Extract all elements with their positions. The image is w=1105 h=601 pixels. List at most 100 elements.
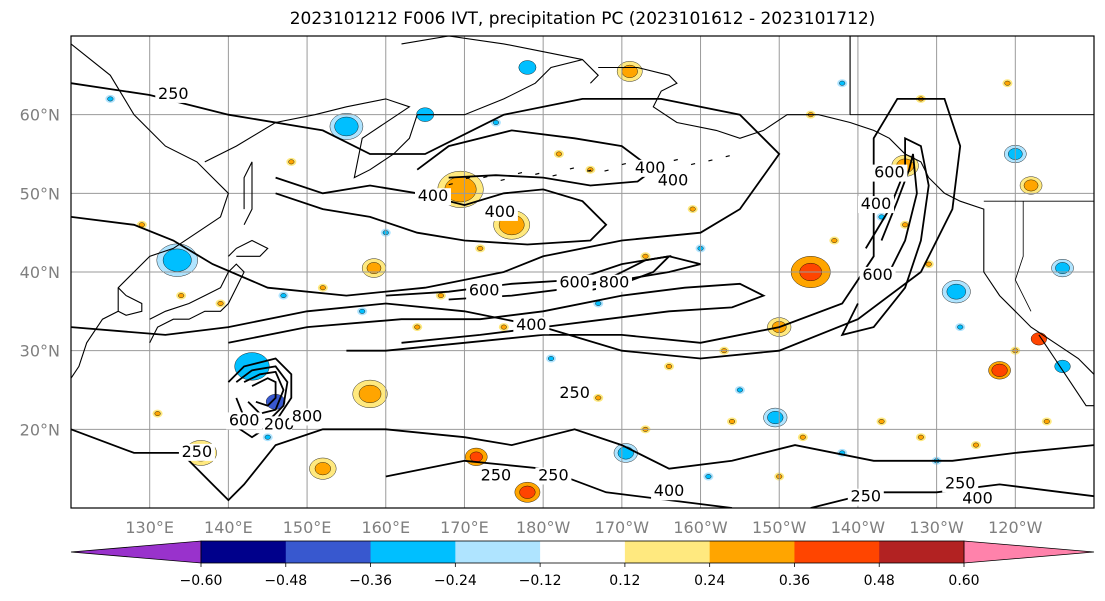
coastline <box>149 263 245 344</box>
precip-pc-blob <box>991 363 1008 377</box>
precip-pc-dot-inner <box>595 395 602 401</box>
contour-label-bg <box>535 467 572 485</box>
ivt-contour-line <box>228 282 766 344</box>
precip-pc-blob <box>946 283 966 300</box>
contour-label-bg <box>858 196 895 214</box>
precip-pc-dot-inner <box>957 324 964 330</box>
figure-title: 2023101212 F006 IVT, precipitation PC (2… <box>289 9 876 29</box>
ivt-contour-line <box>71 98 962 360</box>
contour-label-bg <box>654 172 691 190</box>
precip-pc-dot-inner <box>799 434 806 440</box>
contour-label-bg <box>477 467 514 485</box>
precip-pc-dot-inner <box>736 387 743 393</box>
precip-pc-dot-inner <box>359 308 366 314</box>
island-coast <box>535 172 540 175</box>
precip-pc-dot-inner <box>555 151 562 157</box>
precip-pc-blob <box>617 446 634 460</box>
contour-label: 800 <box>599 273 630 292</box>
precip-pc-blob <box>234 352 270 381</box>
contour-label-bg <box>178 443 215 461</box>
contour-label: 600 <box>874 163 905 182</box>
precip-pc-dot-inner <box>500 324 507 330</box>
precip-pc-dot-inner <box>280 293 287 298</box>
longitude-label: 180°W <box>516 518 571 537</box>
contour-label: 400 <box>861 194 892 213</box>
colorbar-tick-label: −0.12 <box>519 573 562 589</box>
precip-pc-blob <box>1055 262 1070 274</box>
colorbar-tick-label: 0.36 <box>779 573 810 589</box>
contour-label-bg <box>859 266 896 284</box>
contour-label: 250 <box>481 465 512 484</box>
longitude-label: 160°W <box>673 518 728 537</box>
colorbar-segment <box>709 541 795 563</box>
precip-pc-dot-inner <box>831 238 838 243</box>
colorbar-segment <box>285 541 372 563</box>
latitude-labels: 60°N 50°N 40°N 30°N 20°N <box>20 106 60 440</box>
contour-label-bg <box>556 384 593 402</box>
island-coast <box>725 155 730 158</box>
precip-pc-dot-inner <box>1004 80 1011 86</box>
contour-label: 400 <box>654 481 685 500</box>
colorbar-tick-label: 0.12 <box>609 573 640 589</box>
latitude-label: 60°N <box>20 106 60 125</box>
contour-label: 250 <box>538 465 569 484</box>
contour-label: 400 <box>418 186 449 205</box>
colorbar-tick-label: −0.60 <box>180 573 223 589</box>
coastline <box>204 58 599 179</box>
latitude-label: 50°N <box>20 184 60 203</box>
contour-label-bg <box>256 416 293 434</box>
colorbar-tick-label: −0.24 <box>434 573 477 589</box>
precip-pc-blob <box>334 116 359 137</box>
precip-pc-dot-inner <box>492 120 499 125</box>
colorbar-extend-high <box>963 540 1095 564</box>
ivt-contour-line <box>840 136 930 337</box>
ivt-contour-line <box>71 428 1094 502</box>
colorbar-segment <box>540 541 626 563</box>
contour-label: 1200 <box>254 414 295 433</box>
coastline <box>598 66 1094 375</box>
contour-label-bg <box>556 274 593 292</box>
ivt-contour-line <box>251 377 277 407</box>
longitude-label: 160°E <box>361 518 410 537</box>
contour-label: 250 <box>945 473 976 492</box>
colorbar-extend-low <box>70 540 202 564</box>
precip-pc-dot-inner <box>107 96 114 102</box>
coastlines <box>71 36 1094 407</box>
contour-label-bg <box>155 85 192 103</box>
island-coast <box>569 167 575 170</box>
precip-pc-dot-inner <box>288 159 295 165</box>
coastline <box>243 161 253 226</box>
colorbar-tick-label: 0.24 <box>694 573 725 589</box>
latitude-label: 30°N <box>20 342 60 361</box>
island-coast <box>500 178 505 182</box>
longitude-label: 140°W <box>831 518 886 537</box>
precip-pc-blob <box>314 462 331 476</box>
precip-pc-dot-inner <box>414 324 421 330</box>
longitude-labels: 130°E 140°E 150°E 160°E 170°E 180°W 170°W 160°W… <box>125 518 1042 537</box>
longitude-label: 130°E <box>125 518 174 537</box>
island-coast <box>690 162 696 166</box>
island-coast <box>517 172 523 175</box>
island-coast <box>604 169 609 172</box>
precip-pc-dot-inner <box>705 474 712 479</box>
contour-label-bg <box>513 317 550 335</box>
island-coast <box>448 183 453 186</box>
contour-label-bg <box>289 408 326 426</box>
contour-label-bg <box>871 164 908 182</box>
longitude-label: 140°E <box>204 518 253 537</box>
contour-label: 250 <box>158 84 189 103</box>
contour-label-bg <box>651 483 688 501</box>
precipitation-pc-fill <box>105 60 1074 503</box>
ivt-contours <box>71 82 1094 508</box>
precip-pc-dot-inner <box>925 261 932 267</box>
longitude-label: 130°W <box>909 518 964 537</box>
contour-label: 250 <box>559 383 590 402</box>
colorbar: −0.60 −0.48 −0.36 −0.24 −0.12 0.12 0.24 0.36 0.4… <box>70 540 1095 589</box>
contour-label-bg <box>466 282 503 300</box>
island-coast <box>673 158 678 162</box>
contour-label: 250 <box>851 487 882 506</box>
ivt-contour-line <box>880 153 918 273</box>
contour-label-bg <box>959 490 996 508</box>
contour-label: 400 <box>635 158 666 177</box>
